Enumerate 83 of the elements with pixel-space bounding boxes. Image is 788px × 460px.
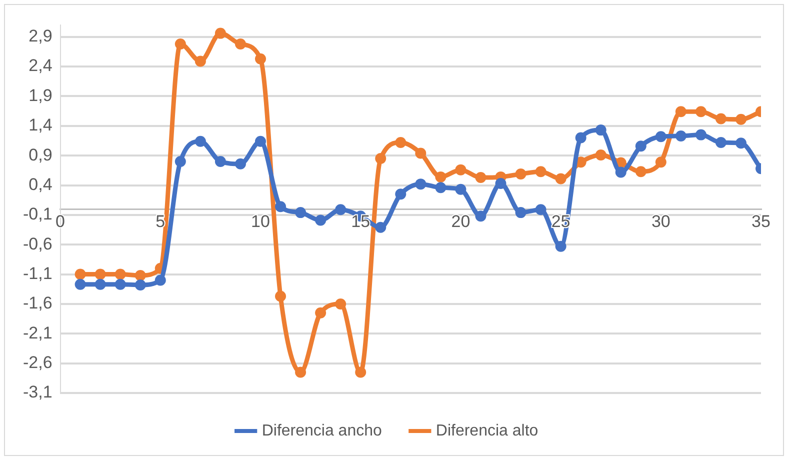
point [515, 207, 526, 218]
x-tick-label: 30 [651, 212, 670, 231]
point [695, 129, 706, 140]
point [74, 278, 86, 290]
point [74, 268, 86, 280]
point [495, 178, 506, 189]
point [254, 53, 266, 64]
point [275, 290, 286, 302]
point [234, 158, 246, 170]
point [134, 279, 146, 290]
point [515, 168, 526, 180]
point [275, 201, 286, 212]
point [595, 124, 606, 136]
point [194, 56, 206, 67]
point [475, 172, 486, 184]
point [395, 188, 406, 200]
point [355, 366, 366, 378]
point [134, 270, 146, 281]
point [214, 156, 226, 168]
point [375, 153, 386, 164]
point [715, 137, 726, 148]
point [475, 210, 486, 222]
point [575, 132, 586, 144]
point [214, 28, 226, 39]
legend-label: Diferencia alto [436, 422, 538, 440]
y-tick-label: 2,4 [28, 56, 52, 76]
point [154, 274, 166, 286]
x-tick-label: 35 [752, 212, 770, 231]
point [655, 156, 666, 168]
point [455, 184, 466, 195]
point [655, 131, 666, 142]
point [555, 240, 566, 252]
y-tick-label: 0,9 [28, 145, 52, 164]
point [635, 166, 646, 178]
point [735, 138, 746, 149]
x-tick-label: 0 [56, 212, 66, 231]
point [715, 113, 726, 124]
point [535, 166, 546, 178]
y-tick-label: 2,9 [28, 26, 52, 46]
y-tick-label: 0,4 [28, 174, 52, 194]
point [455, 164, 466, 176]
point [395, 137, 406, 148]
point [174, 38, 186, 50]
y-tick-label: -0,6 [22, 234, 52, 254]
point [254, 136, 266, 147]
point [94, 268, 106, 280]
point [555, 173, 566, 184]
point [335, 298, 346, 310]
point [315, 214, 326, 226]
point [315, 307, 326, 318]
point [94, 278, 106, 290]
y-tick-label: -0,1 [22, 204, 52, 224]
point [675, 130, 686, 142]
y-tick-label: -2,6 [22, 353, 52, 372]
point [615, 166, 626, 178]
legend-label: Diferencia ancho [262, 422, 382, 440]
point [114, 268, 126, 280]
point [194, 136, 206, 147]
point [635, 140, 646, 152]
point [435, 182, 446, 194]
point [695, 106, 706, 118]
y-tick-label: 1,4 [28, 116, 52, 135]
y-tick-label: 1,9 [28, 86, 52, 105]
point [595, 149, 606, 160]
y-tick-label: -1,1 [22, 264, 52, 283]
point [675, 106, 686, 118]
x-tick-label: 10 [251, 212, 270, 231]
point [295, 207, 306, 218]
y-tick-label: -2,1 [22, 323, 52, 342]
point [435, 171, 446, 182]
point [174, 156, 186, 168]
y-tick-label: -3,1 [22, 382, 52, 402]
point [415, 148, 426, 159]
point [415, 178, 426, 190]
point [735, 114, 746, 125]
point [335, 204, 346, 216]
y-tick-label: -1,6 [22, 294, 52, 313]
point [535, 204, 546, 216]
point [114, 278, 126, 290]
point [234, 38, 246, 50]
point [375, 222, 386, 233]
point [295, 366, 306, 378]
x-tick-label: 20 [451, 212, 470, 231]
